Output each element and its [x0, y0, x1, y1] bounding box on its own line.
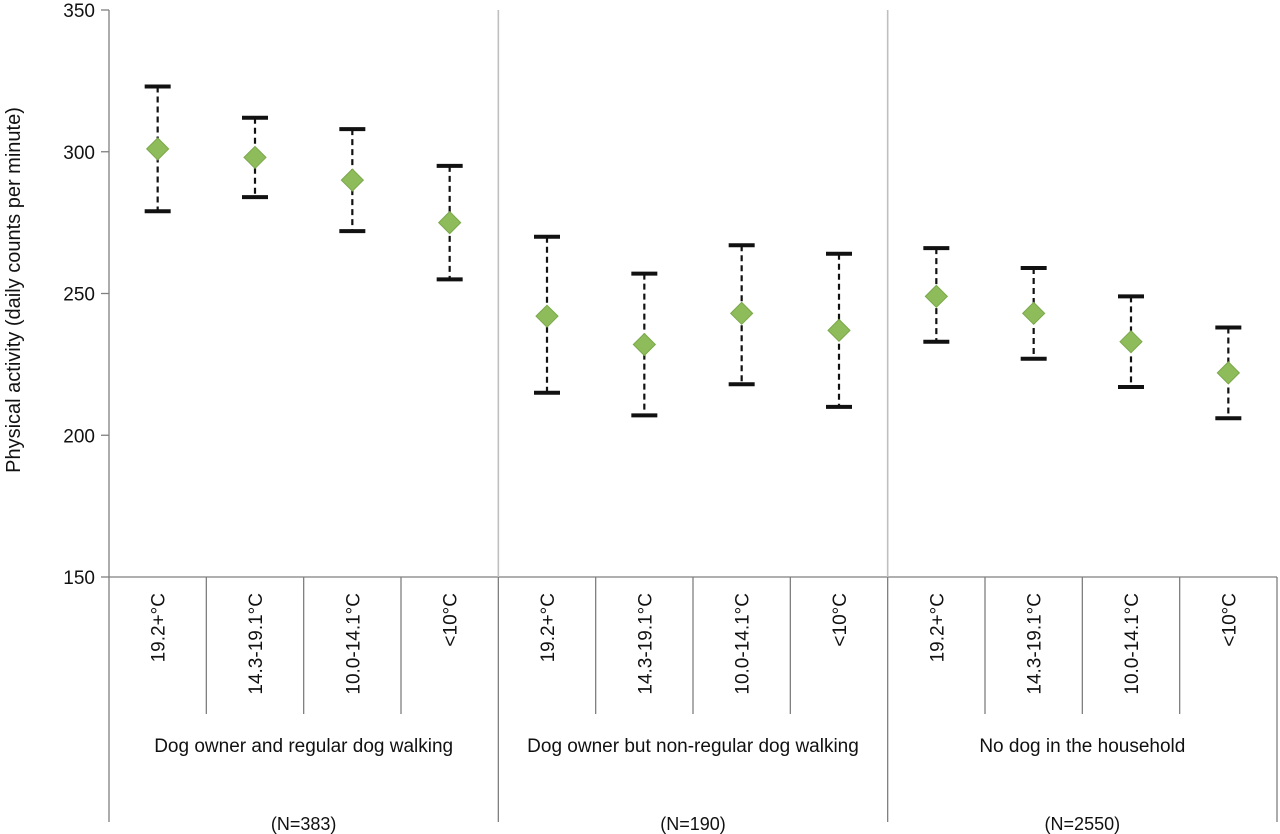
category-label: <10°C — [830, 593, 851, 647]
category-label: 10.0-14.1°C — [1122, 593, 1143, 695]
group-label: Dog owner but non-regular dog walking — [527, 736, 859, 757]
group-label: No dog in the household — [979, 736, 1185, 757]
group-dividers — [497, 10, 889, 577]
y-axis-label: Physical activity (daily counts per minu… — [3, 107, 25, 473]
y-tick-label: 250 — [63, 285, 95, 306]
group-n-label: (N=383) — [271, 814, 337, 834]
group-labels: Dog owner and regular dog walking (N=383)… — [154, 736, 1185, 834]
category-label: 10.0-14.1°C — [733, 593, 754, 695]
data-marker — [729, 301, 754, 326]
error-bars — [144, 84, 1242, 421]
category-label: <10°C — [441, 593, 462, 647]
category-label: 10.0-14.1°C — [343, 593, 364, 695]
y-tick-labels: 150 200 250 300 350 — [63, 1, 95, 589]
y-tick-label: 150 — [63, 568, 95, 589]
data-marker — [1119, 329, 1143, 354]
group-n-label: (N=2550) — [1045, 814, 1121, 834]
data-marker — [535, 304, 559, 328]
category-label: 19.2+°C — [927, 593, 948, 662]
y-tick-label: 300 — [63, 143, 95, 164]
data-marker — [1216, 361, 1241, 385]
data-marker — [1021, 301, 1046, 326]
group-label: Dog owner and regular dog walking — [154, 736, 453, 757]
data-marker — [924, 284, 949, 309]
data-marker — [243, 145, 267, 170]
data-markers — [145, 137, 1241, 385]
data-marker — [827, 318, 851, 343]
category-label: 14.3-19.1°C — [1025, 593, 1046, 695]
data-marker — [632, 332, 657, 357]
axes — [101, 9, 1278, 822]
category-label: 14.3-19.1°C — [635, 593, 656, 695]
category-label: 14.3-19.1°C — [246, 593, 267, 695]
y-tick-label: 350 — [63, 1, 95, 22]
data-marker — [340, 168, 365, 192]
category-label: 19.2+°C — [538, 593, 559, 662]
category-label: <10°C — [1219, 593, 1240, 647]
group-n-label: (N=190) — [660, 814, 726, 834]
data-marker — [437, 210, 462, 235]
y-tick-label: 200 — [63, 426, 95, 447]
category-labels: 19.2+°C 14.3-19.1°C 10.0-14.1°C <10°C 19.2+°… — [149, 593, 1241, 695]
data-marker — [145, 137, 170, 161]
category-label: 19.2+°C — [149, 593, 170, 662]
